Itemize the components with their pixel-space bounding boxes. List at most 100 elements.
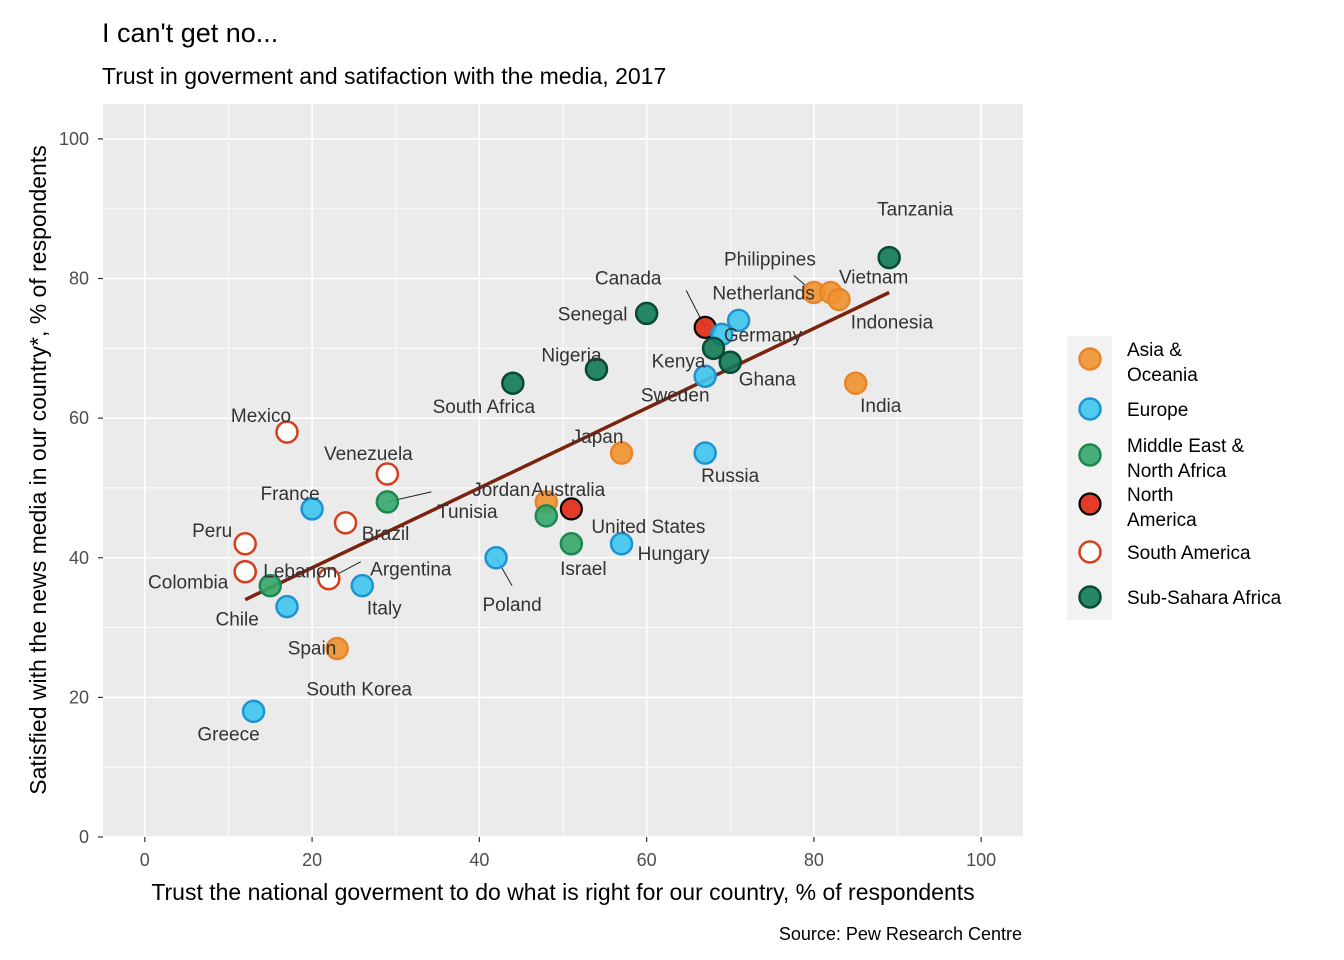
point-spain [275,594,299,619]
label-united-states: United States [591,517,705,538]
label-italy: Italy [367,599,402,620]
label-germany: Germany [724,325,803,346]
point-lebanon [258,573,283,598]
legend-key-sub-sahara-africa [1078,585,1102,609]
legend-key-asia-oceania [1078,347,1102,371]
y-tick-label: 80 [69,269,89,289]
label-south-africa: South Africa [433,397,536,418]
legend-label-north-america: America [1127,510,1197,531]
label-vietnam: Vietnam [839,267,908,288]
label-netherlands: Netherlands [712,283,814,304]
label-russia: Russia [701,466,760,487]
label-nigeria: Nigeria [541,345,602,366]
label-jordan: Jordan [472,480,530,501]
x-axis-title: Trust the national goverment to do what … [151,879,974,905]
label-tanzania: Tanzania [877,200,953,221]
label-ghana: Ghana [739,369,796,390]
label-france: France [261,484,320,505]
point-south-korea [325,636,349,661]
point-poland [484,546,508,570]
x-tick-label: 20 [302,850,322,870]
legend-background [1067,336,1112,620]
label-lebanon: Lebanon [263,562,337,583]
point-tanzania [877,245,901,270]
chart-subtitle: Trust in goverment and satifaction with … [102,63,666,89]
legend-label-asia-oceania: Asia & [1127,340,1182,361]
point-tunisia [375,490,400,514]
label-mexico: Mexico [231,406,291,427]
legend-key-south-america [1078,540,1102,564]
data-points [233,245,901,724]
label-argentina: Argentina [370,560,452,581]
point-senegal [634,301,659,326]
y-tick-label: 0 [79,827,89,847]
point-ghana [718,350,743,375]
label-australia: Australia [531,480,605,501]
label-hungary: Hungary [638,544,710,565]
point-russia [693,441,717,465]
point-chile [233,559,257,584]
x-tick-label: 60 [637,850,657,870]
point-sweden [693,364,717,389]
point-venezuela [375,462,400,486]
y-tick-label: 40 [69,548,89,568]
x-tick-label: 100 [966,850,996,870]
legend-label-europe: Europe [1127,400,1188,421]
label-tunisia: Tunisia [437,502,498,523]
label-greece: Greece [197,724,259,745]
label-israel: Israel [560,559,606,580]
label-spain: Spain [288,639,337,660]
label-venezuela: Venezuela [324,444,413,465]
label-senegal: Senegal [558,304,628,325]
grid-lines [103,104,1023,838]
legend-label-north-america: North [1127,485,1173,506]
y-tick-label: 20 [69,687,89,707]
point-netherlands [726,308,751,333]
point-france [300,497,324,521]
legend-key-north-america [1078,492,1102,516]
label-poland: Poland [483,595,542,616]
point-brazil [333,511,358,535]
trend-line-group [244,290,890,602]
x-tick-label: 0 [140,850,150,870]
axis-ticks: 0 20 40 60 80 100 0 20 40 60 80 100 [59,129,996,870]
label-sweden: Sweden [641,385,710,406]
label-indonesia: Indonesia [851,312,934,333]
legend: Asia & Oceania Europe Middle East & North Af… [1078,340,1282,609]
label-philippines: Philippines [724,249,816,270]
label-kenya: Kenya [652,351,706,372]
legend-label-asia-oceania: Oceania [1127,365,1198,386]
point-united-states [559,497,583,521]
label-chile: Chile [216,610,259,631]
y-tick-label: 60 [69,408,89,428]
point-israel [559,532,584,556]
point-nigeria [584,357,609,382]
legend-label-south-america: South America [1127,543,1251,564]
label-brazil: Brazil [362,524,410,545]
point-indonesia [827,287,851,312]
point-kenya [701,336,726,361]
point-india [843,371,868,395]
legend-label-sub-sahara-africa: Sub-Sahara Africa [1127,588,1282,609]
legend-key-middle-east-north-africa [1078,443,1102,467]
point-argentina [317,566,341,591]
label-canada: Canada [595,268,662,289]
legend-label-middle-east-north-africa: North Africa [1127,461,1227,482]
source-caption: Source: Pew Research Centre [779,924,1022,944]
x-tick-label: 80 [804,850,824,870]
point-italy [350,573,375,598]
point-south-africa [501,371,525,395]
legend-key-europe [1078,397,1102,421]
label-colombia: Colombia [148,573,229,594]
trend-line [244,290,890,602]
label-japan: Japan [572,427,624,448]
point-japan [609,441,634,465]
point-mexico [275,420,299,444]
legend-label-middle-east-north-africa: Middle East & [1127,436,1245,457]
y-axis-title: Satisfied with the news media in our cou… [25,145,51,794]
point-labels: Tanzania Philippines Vietnam Indonesia India… [148,200,954,746]
y-tick-label: 100 [59,129,89,149]
label-peru: Peru [192,521,232,542]
point-peru [233,532,257,556]
